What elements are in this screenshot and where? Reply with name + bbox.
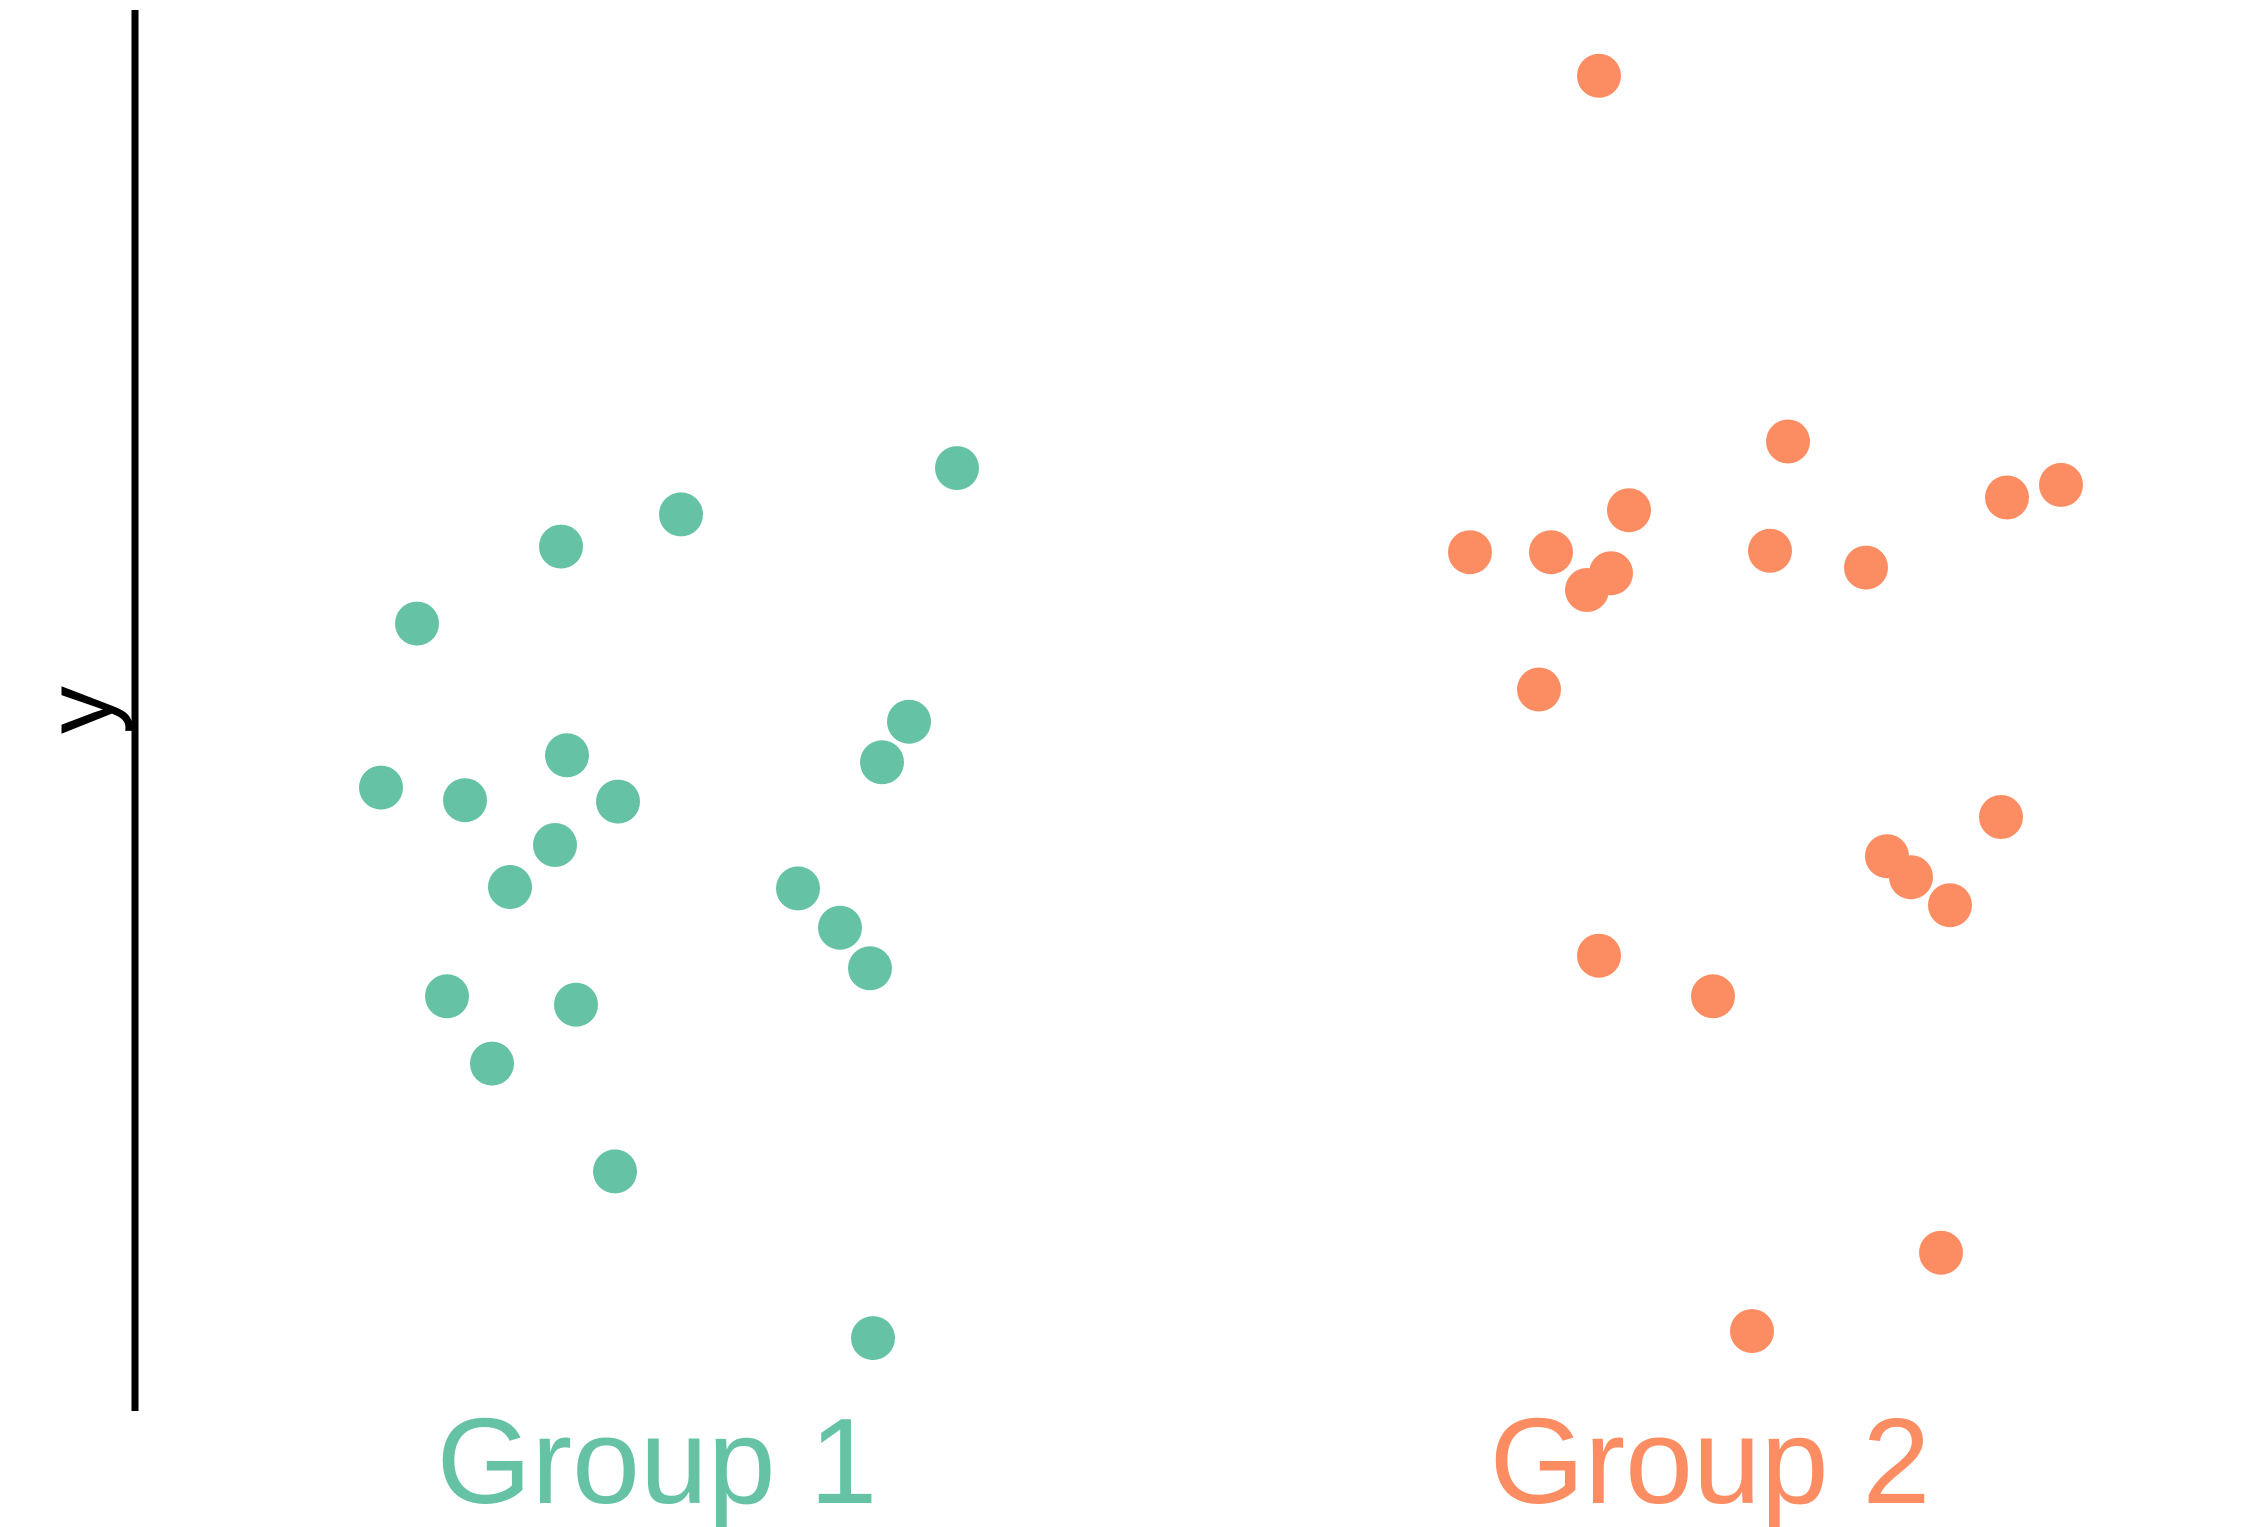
group-1-point-14 [776,866,820,911]
group-1-tick-label: Group 1 [437,1393,878,1527]
group-1-point-11 [596,779,640,824]
group-2-point-11 [1766,419,1810,464]
group-1-point-6 [545,733,589,778]
group-2-point-12 [1844,545,1888,590]
group-2-point-19 [1919,1230,1963,1275]
points-layer [359,53,2083,1361]
group-2-point-10 [1748,528,1792,573]
group-2-point-17 [1985,475,2029,520]
group-1-point-10 [554,982,598,1027]
group-1-point-18 [887,699,931,744]
group-1-point-16 [848,946,892,991]
group-1-point-13 [659,492,703,537]
group-1-point-1 [395,601,439,646]
group-2-point-8 [1577,933,1621,978]
group-1-point-4 [488,865,532,909]
group-1-point-19 [935,446,979,491]
group-2-point-2 [1529,530,1573,575]
group-1-point-2 [359,765,403,810]
group-1-point-3 [443,778,487,823]
group-1-point-12 [593,1149,637,1194]
group-2-point-18 [2039,462,2083,507]
group-2-point-14 [1889,855,1933,900]
group-2-point-1 [1448,530,1492,575]
group-1-point-5 [533,823,577,867]
group-2-point-7 [1577,53,1621,98]
y-axis-label: y [26,686,133,734]
group-2-point-20 [1730,1309,1774,1354]
group-2-point-15 [1928,883,1972,928]
group-1-point-17 [860,740,904,785]
group-1-point-20 [851,1316,895,1361]
group-2-tick-label: Group 2 [1490,1393,1931,1527]
group-2-point-3 [1517,667,1561,712]
group-1-point-7 [539,524,583,569]
group-2-point-16 [1979,795,2023,839]
group-2-point-6 [1607,488,1651,533]
group-1-point-15 [818,905,862,950]
group-labels: Group 1 Group 2 [437,1393,1931,1527]
group-1-point-9 [470,1041,514,1086]
group-2-point-5 [1589,551,1633,596]
group-2-point-9 [1691,974,1735,1019]
group-1-point-8 [425,974,469,1019]
